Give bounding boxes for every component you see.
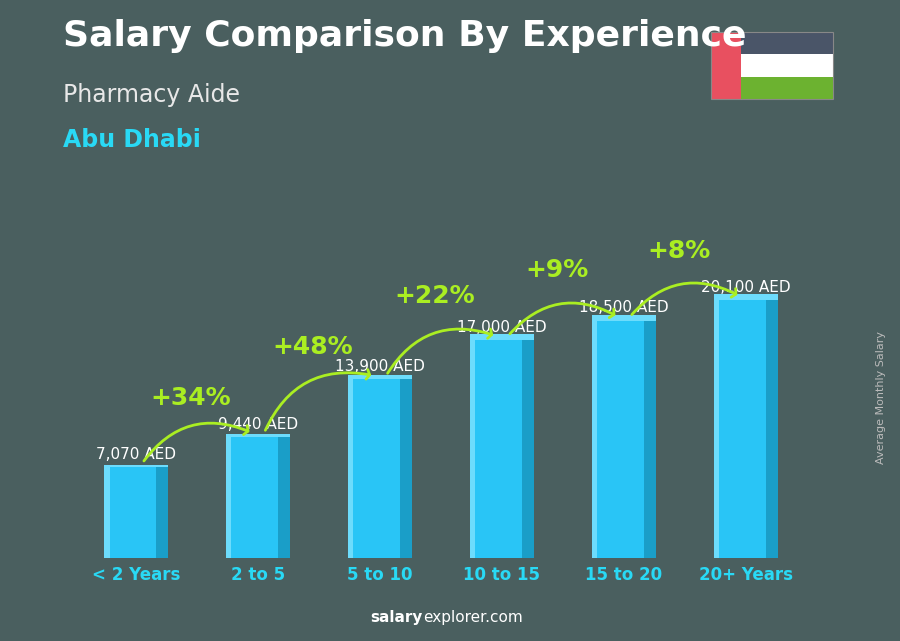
- Bar: [714, 294, 778, 300]
- Text: +9%: +9%: [526, 258, 589, 282]
- Bar: [348, 379, 354, 558]
- Text: explorer.com: explorer.com: [423, 610, 523, 625]
- Text: +8%: +8%: [647, 239, 710, 263]
- Bar: [471, 340, 475, 558]
- Bar: [227, 437, 231, 558]
- Text: Salary Comparison By Experience: Salary Comparison By Experience: [63, 19, 746, 53]
- Text: 20,100 AED: 20,100 AED: [701, 280, 791, 295]
- Text: 18,500 AED: 18,500 AED: [579, 301, 669, 315]
- Text: 9,440 AED: 9,440 AED: [218, 417, 298, 431]
- Bar: [400, 379, 411, 558]
- Text: Pharmacy Aide: Pharmacy Aide: [63, 83, 240, 107]
- Bar: [227, 433, 290, 437]
- Bar: [475, 340, 522, 558]
- Bar: [742, 77, 832, 99]
- Bar: [598, 320, 644, 558]
- Bar: [522, 340, 534, 558]
- Text: Average Monthly Salary: Average Monthly Salary: [877, 331, 886, 464]
- Bar: [348, 375, 411, 379]
- Bar: [354, 379, 400, 558]
- Text: salary: salary: [371, 610, 423, 625]
- Text: 7,070 AED: 7,070 AED: [96, 447, 176, 462]
- Text: 17,000 AED: 17,000 AED: [457, 320, 547, 335]
- Bar: [719, 300, 766, 558]
- Bar: [278, 437, 290, 558]
- Bar: [104, 467, 110, 558]
- Text: Abu Dhabi: Abu Dhabi: [63, 128, 201, 152]
- Bar: [231, 437, 278, 558]
- Bar: [471, 334, 534, 340]
- Bar: [104, 465, 168, 467]
- Bar: [110, 467, 157, 558]
- Bar: [742, 32, 832, 54]
- Text: +34%: +34%: [150, 387, 231, 410]
- Bar: [766, 300, 778, 558]
- Bar: [711, 32, 742, 99]
- Text: +22%: +22%: [394, 284, 475, 308]
- Text: +48%: +48%: [273, 335, 354, 359]
- Text: 13,900 AED: 13,900 AED: [335, 360, 425, 374]
- Bar: [592, 320, 598, 558]
- Bar: [157, 467, 168, 558]
- Bar: [742, 54, 832, 77]
- Bar: [714, 300, 719, 558]
- Bar: [592, 315, 655, 320]
- Bar: [644, 320, 655, 558]
